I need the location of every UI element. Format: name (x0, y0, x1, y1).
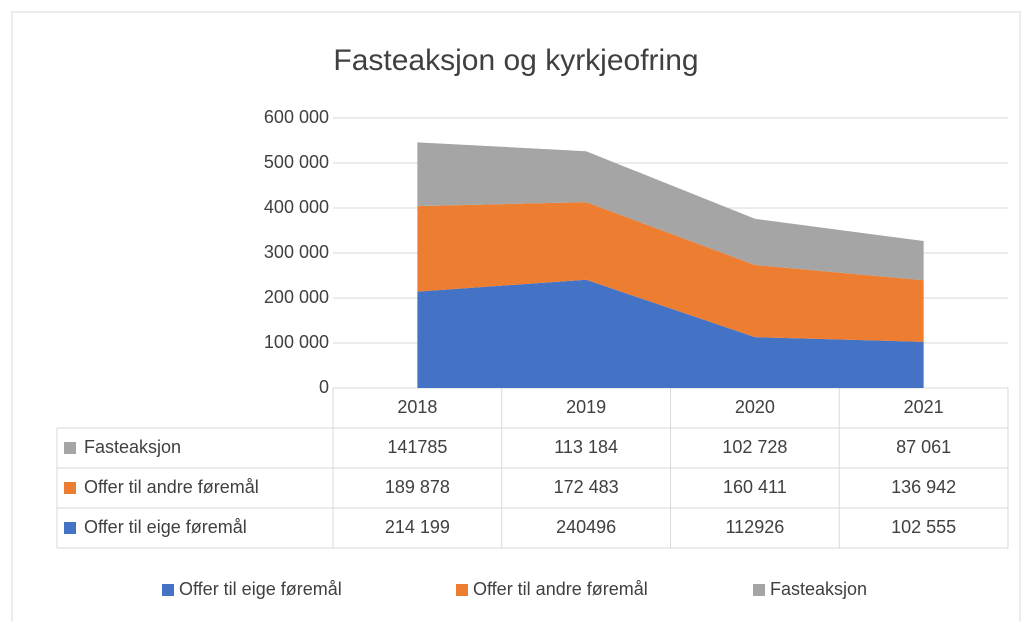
y-tick-label: 600 000 (264, 107, 329, 127)
row-label: Offer til eige føremål (84, 517, 247, 537)
x-tick-label: 2019 (566, 397, 606, 417)
table-cell: 172 483 (554, 477, 619, 497)
y-tick-label: 300 000 (264, 242, 329, 262)
chart-title: Fasteaksjon og kyrkjeofring (333, 44, 698, 77)
legend-label: Offer til andre føremål (473, 579, 648, 599)
table-cell: 141785 (387, 437, 447, 457)
y-tick-label: 100 000 (264, 332, 329, 352)
legend-key (753, 584, 765, 596)
legend-key (456, 584, 468, 596)
legend-key (64, 442, 76, 454)
y-tick-label: 400 000 (264, 197, 329, 217)
table-cell: 112926 (726, 517, 785, 537)
legend-key (64, 482, 76, 494)
table-cell: 113 184 (554, 437, 618, 457)
y-tick-label: 500 000 (264, 152, 329, 172)
legend-key (162, 584, 174, 596)
area (417, 202, 924, 342)
table-cell: 102 555 (891, 517, 956, 537)
legend-label: Offer til eige føremål (179, 579, 342, 599)
row-label: Fasteaksjon (84, 437, 181, 457)
table-cell: 102 728 (722, 437, 787, 457)
table-cell: 240496 (556, 517, 616, 537)
row-label: Offer til andre føremål (84, 477, 259, 497)
table-cell: 214 199 (385, 517, 450, 537)
legend-label: Fasteaksjon (770, 579, 867, 599)
y-tick-label: 200 000 (264, 287, 329, 307)
x-tick-label: 2018 (397, 397, 437, 417)
table-cell: 87 061 (896, 437, 951, 457)
y-tick-label: 0 (319, 377, 329, 397)
area (417, 142, 924, 281)
area (417, 279, 924, 388)
table-cell: 189 878 (385, 477, 450, 497)
x-tick-label: 2021 (904, 397, 944, 417)
x-tick-label: 2020 (735, 397, 775, 417)
table-cell: 136 942 (891, 477, 956, 497)
legend-key (64, 522, 76, 534)
table-cell: 160 411 (723, 477, 787, 497)
